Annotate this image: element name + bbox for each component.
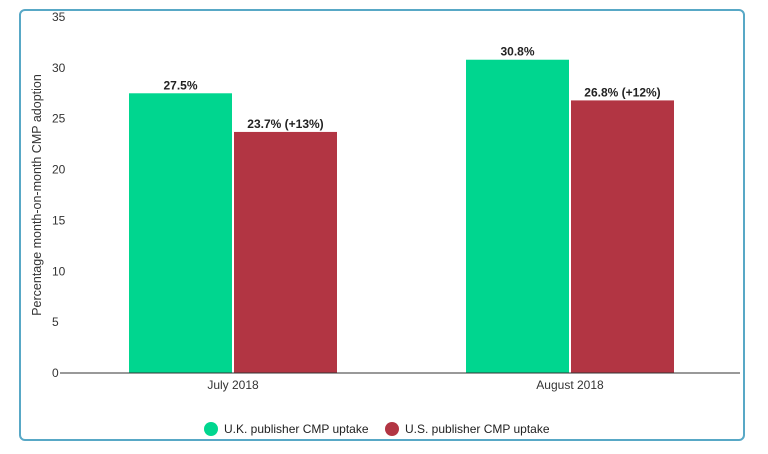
bar-data-label: 26.8% (+12%) bbox=[584, 85, 660, 99]
x-axis-ticks: July 2018 August 2018 bbox=[207, 378, 604, 392]
legend-swatch bbox=[385, 422, 399, 436]
bar-data-label: 30.8% bbox=[500, 45, 534, 59]
bar bbox=[571, 100, 674, 374]
bar bbox=[234, 131, 337, 373]
y-tick-label: 15 bbox=[52, 213, 66, 227]
y-axis-title: Percentage month-on-month CMP adoption bbox=[30, 74, 44, 316]
legend-label: U.S. publisher CMP uptake bbox=[405, 422, 550, 436]
bars: 27.5% 23.7% (+13%) 30.8% 26.8% (+12%) bbox=[129, 45, 674, 374]
y-tick-label: 20 bbox=[52, 163, 66, 177]
y-tick-label: 35 bbox=[52, 10, 66, 24]
y-tick-label: 10 bbox=[52, 264, 66, 278]
y-tick-label: 0 bbox=[52, 366, 59, 380]
x-tick-label: August 2018 bbox=[536, 378, 604, 392]
y-tick-label: 30 bbox=[52, 61, 66, 75]
bar bbox=[129, 93, 232, 374]
bar-data-label: 23.7% (+13%) bbox=[247, 117, 323, 131]
bar-data-label: 27.5% bbox=[163, 78, 197, 92]
legend-swatch bbox=[204, 422, 218, 436]
bar bbox=[466, 59, 569, 373]
y-tick-label: 25 bbox=[52, 112, 66, 126]
legend-label: U.K. publisher CMP uptake bbox=[224, 422, 369, 436]
legend: U.K. publisher CMP uptake U.S. publisher … bbox=[204, 422, 550, 436]
y-axis-ticks: 0 5 10 15 20 25 30 35 bbox=[52, 10, 66, 380]
x-tick-label: July 2018 bbox=[207, 378, 259, 392]
y-tick-label: 5 bbox=[52, 315, 59, 329]
